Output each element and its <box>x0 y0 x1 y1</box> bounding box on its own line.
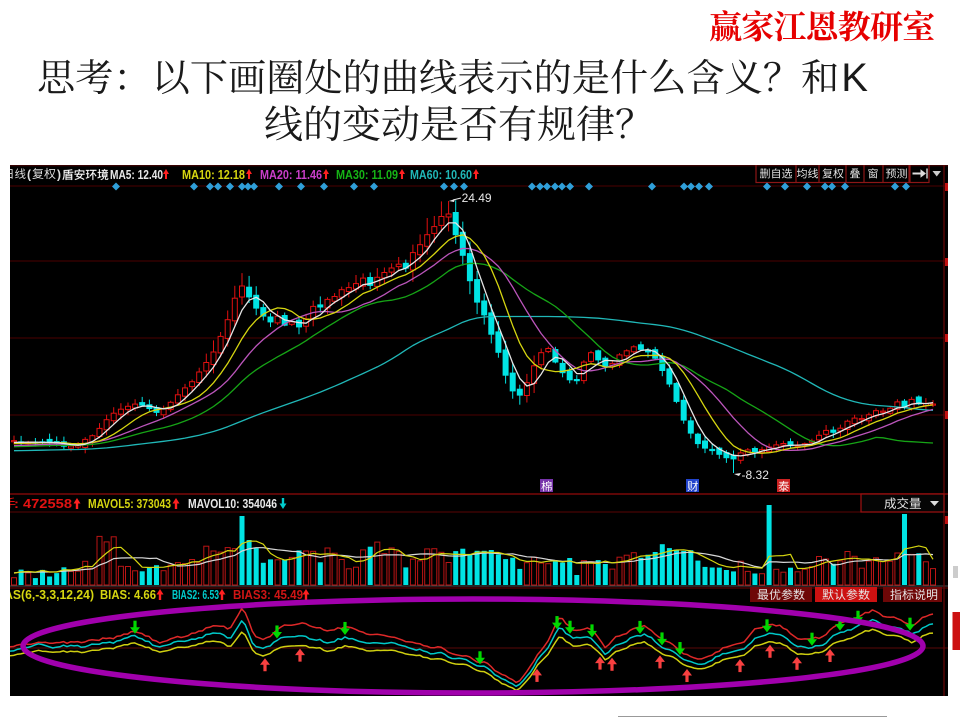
svg-text:): ) <box>57 168 61 182</box>
svg-text:BIAS: 4.66: BIAS: 4.66 <box>100 588 156 602</box>
svg-text:MA5: 12.40: MA5: 12.40 <box>110 168 163 182</box>
svg-text:(: ( <box>27 168 31 182</box>
svg-text:K: K <box>841 56 868 100</box>
svg-text:MA60: 10.60: MA60: 10.60 <box>410 168 472 182</box>
svg-text:: 472558: : 472558 <box>14 497 72 511</box>
svg-text:MA10: 12.18: MA10: 12.18 <box>182 168 245 182</box>
svg-text:24.49: 24.49 <box>462 191 492 205</box>
svg-text:BIAS(6,-3,3,12,24): BIAS(6,-3,3,12,24) <box>0 588 94 602</box>
svg-text:-8.32: -8.32 <box>742 468 770 482</box>
svg-text:MAVOL10: 354046: MAVOL10: 354046 <box>188 497 277 511</box>
svg-text:BIAS3: 45.49: BIAS3: 45.49 <box>233 588 303 602</box>
svg-text:BIAS2: 6.53: BIAS2: 6.53 <box>172 588 219 602</box>
svg-text:MAVOL5: 373043: MAVOL5: 373043 <box>88 497 171 511</box>
svg-text:MA30: 11.09: MA30: 11.09 <box>336 168 398 182</box>
svg-text:MA20: 11.46: MA20: 11.46 <box>260 168 322 182</box>
